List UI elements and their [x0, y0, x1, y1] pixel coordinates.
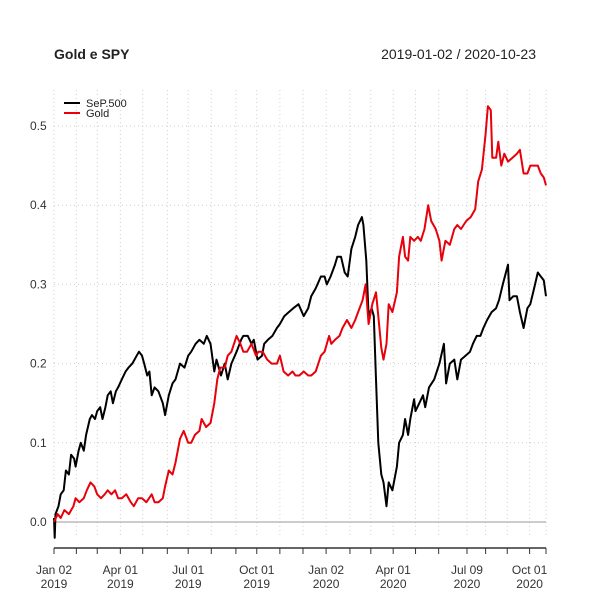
x-tick-label-year: 2019	[243, 577, 270, 591]
x-tick-label: Oct 01	[512, 563, 548, 577]
legend-label-gold: Gold	[86, 108, 109, 120]
x-tick-label-year: 2019	[41, 577, 68, 591]
chart-date-range: 2019-01-02 / 2020-10-23	[381, 46, 536, 62]
series-line-sep500	[53, 216, 547, 539]
x-tick-label: Apr 01	[376, 563, 412, 577]
y-tick-label: 0.3	[30, 277, 47, 291]
x-tick-label: Jul 01	[172, 563, 204, 577]
y-tick-label: 0.0	[30, 515, 47, 529]
x-tick-label-year: 2020	[516, 577, 543, 591]
x-tick-label: Jan 02	[36, 563, 72, 577]
x-tick-label-year: 2019	[107, 577, 134, 591]
y-tick-label: 0.4	[30, 198, 47, 212]
x-tick-label: Jul 09	[451, 563, 483, 577]
x-tick-label-year: 2019	[175, 577, 202, 591]
series-group	[53, 105, 547, 539]
y-tick-label: 0.5	[30, 119, 47, 133]
x-tick-label: Jan 02	[308, 563, 344, 577]
y-tick-label: 0.2	[30, 357, 47, 371]
y-axis: 0.0 0.1 0.2 0.3 0.4 0.5	[30, 119, 47, 529]
legend: SeP.500 Gold	[64, 98, 127, 120]
x-tick-label: Apr 01	[103, 563, 139, 577]
x-tick-label-year: 2020	[380, 577, 407, 591]
legend-label-sp500: SeP.500	[86, 98, 127, 110]
chart-title: Gold e SPY	[54, 46, 130, 62]
y-tick-label: 0.1	[30, 436, 47, 450]
x-tick-label-year: 2020	[454, 577, 481, 591]
grid	[53, 90, 547, 535]
series-line-gold	[53, 105, 547, 523]
x-tick-label: Oct 01	[239, 563, 275, 577]
x-tick-label-year: 2020	[313, 577, 340, 591]
